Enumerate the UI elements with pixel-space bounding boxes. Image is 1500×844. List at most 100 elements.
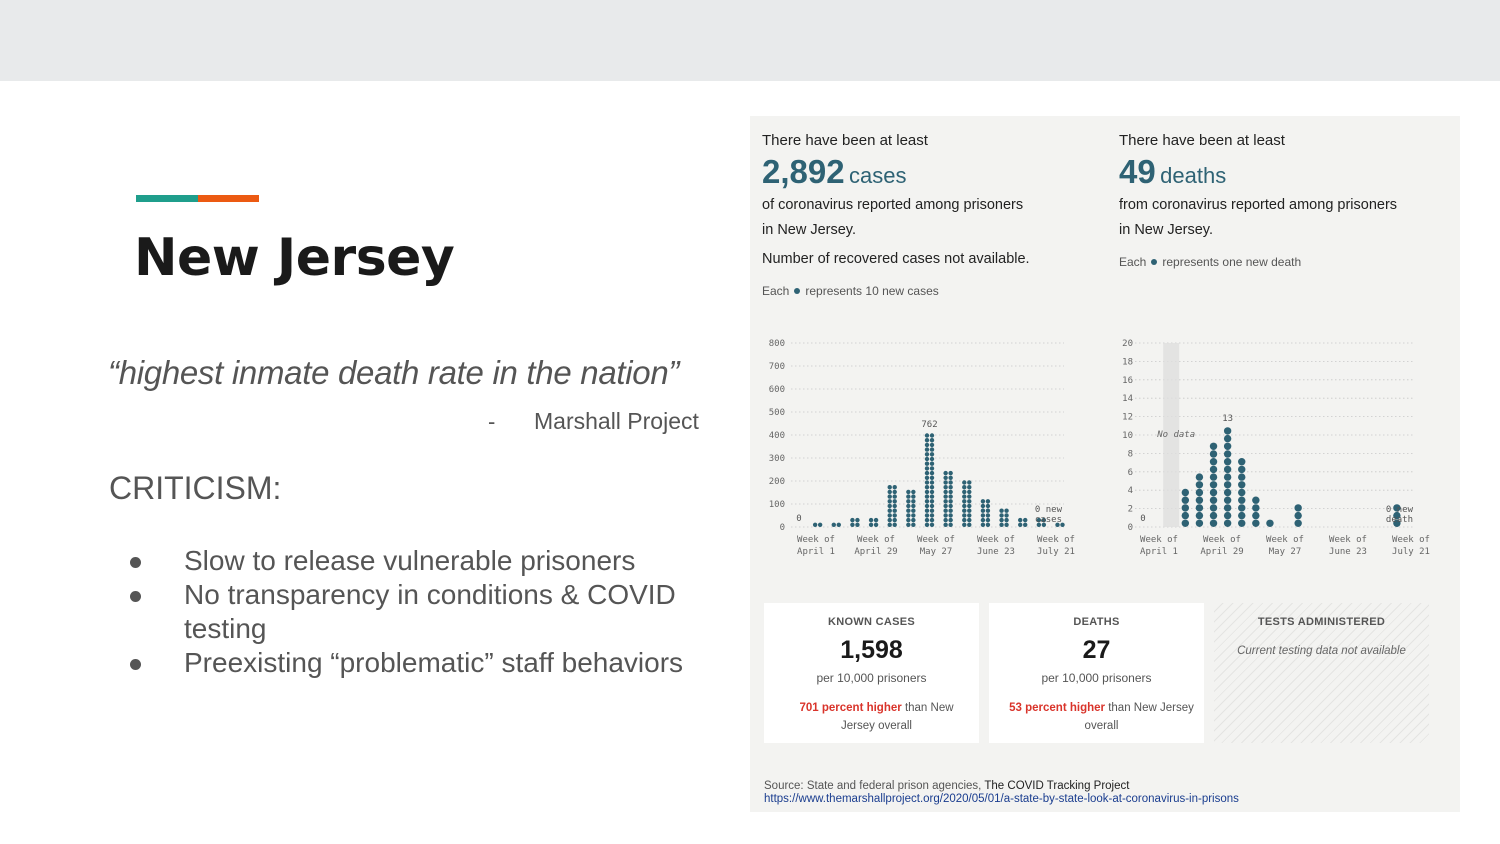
x-tick-label: Week of <box>857 535 895 545</box>
list-item: Slow to release vulnerable prisoners <box>128 544 728 578</box>
data-dot <box>980 522 986 527</box>
data-dot <box>967 522 972 527</box>
data-dot <box>1209 450 1218 458</box>
source-name: The COVID Tracking Project <box>984 780 1130 792</box>
data-dot <box>892 513 897 518</box>
y-tick-label: 0 <box>1128 523 1133 533</box>
source-url[interactable]: https://www.themarshallproject.org/2020/… <box>764 793 1239 805</box>
data-dot <box>948 480 953 485</box>
data-dot <box>924 456 930 462</box>
data-dot <box>924 489 930 495</box>
data-dot <box>850 517 855 523</box>
data-dot <box>1181 519 1190 527</box>
tests-card: TESTS ADMINISTERED Current testing data … <box>1214 603 1429 743</box>
data-dot <box>1036 517 1042 523</box>
y-tick-label: 6 <box>1128 468 1133 478</box>
data-dot <box>929 470 935 476</box>
data-dot <box>1252 496 1260 504</box>
data-dot <box>967 489 972 495</box>
data-dot <box>1209 519 1218 527</box>
data-dot <box>1209 511 1218 520</box>
data-dot <box>948 475 953 480</box>
data-dot <box>1238 511 1246 520</box>
data-dot <box>1223 519 1232 527</box>
data-dot <box>924 522 930 527</box>
data-dot <box>831 522 836 527</box>
x-tick-label: May 27 <box>920 547 953 557</box>
x-tick-label: Week of <box>1329 535 1367 545</box>
data-dot <box>929 485 935 490</box>
data-dot <box>1209 473 1218 481</box>
data-dot <box>1195 504 1204 512</box>
end-label: 0 new <box>1386 505 1414 515</box>
data-dot <box>911 522 916 527</box>
x-tick-label: April 29 <box>854 547 897 557</box>
card-label: DEATHS <box>1073 616 1120 628</box>
bullet-text: Preexisting “problematic” staff behavior… <box>184 647 684 678</box>
data-dot <box>962 517 967 523</box>
list-item: No transparency in conditions & COVID te… <box>128 578 728 646</box>
data-dot <box>906 494 911 499</box>
data-dot <box>911 499 916 504</box>
data-dot <box>985 513 991 518</box>
y-tick-label: 2 <box>1128 505 1133 515</box>
cases-line3: Number of recovered cases not available. <box>762 251 1030 267</box>
data-dot <box>1223 511 1232 520</box>
data-dot <box>924 433 930 438</box>
x-tick-label: Week of <box>797 535 835 545</box>
card-subtitle: per 10,000 prisoners <box>816 671 927 685</box>
data-dot <box>1223 442 1232 450</box>
data-dot <box>911 503 916 509</box>
data-dot <box>906 489 911 495</box>
data-dot <box>929 461 935 466</box>
data-dot <box>943 522 948 527</box>
data-dot <box>924 447 930 452</box>
data-dot <box>967 480 972 485</box>
data-dot <box>1209 504 1218 512</box>
data-dot <box>1181 504 1190 512</box>
data-dot <box>850 522 855 527</box>
data-dot <box>924 461 930 466</box>
data-dot <box>887 503 892 509</box>
data-dot <box>1004 517 1009 523</box>
data-dot <box>929 433 935 438</box>
data-dot <box>906 499 911 504</box>
card-label: TESTS ADMINISTERED <box>1257 616 1386 628</box>
deaths-number: 49 <box>1119 153 1156 190</box>
data-dot <box>924 499 930 504</box>
card-comparison-rest: than New Jersey overall <box>1084 702 1194 732</box>
deaths-unit: deaths <box>1160 163 1227 188</box>
cases-legend: Each represents 10 new cases <box>762 284 939 298</box>
data-dot <box>1238 496 1246 504</box>
source-prefix: Source: State and federal prison agencie… <box>764 780 982 792</box>
data-dot <box>1018 517 1023 523</box>
data-dot <box>868 517 874 523</box>
data-dot <box>1036 522 1042 527</box>
data-dot <box>1195 511 1204 520</box>
data-dot <box>1238 519 1246 527</box>
data-dot <box>1238 458 1246 466</box>
data-dot <box>1195 473 1204 481</box>
x-tick-label: Week of <box>1037 535 1075 545</box>
data-dot <box>1018 522 1023 527</box>
cases-unit: cases <box>849 163 907 188</box>
data-dot <box>812 522 818 527</box>
deaths-card: DEATHS 27 per 10,000 prisoners 53 percen… <box>989 603 1204 743</box>
card-value: 1,598 <box>840 636 903 664</box>
data-dot <box>1294 504 1302 512</box>
data-dot <box>892 499 897 504</box>
accent-bar-teal <box>136 195 198 202</box>
data-dot <box>855 522 860 527</box>
x-tick-label: Week of <box>1140 535 1178 545</box>
accent-bar-orange <box>198 195 259 202</box>
quote: “highest inmate death rate in the nation… <box>108 354 680 391</box>
y-tick-label: 500 <box>769 408 785 418</box>
data-dot <box>929 447 935 452</box>
data-dot <box>892 485 897 490</box>
data-dot <box>929 442 935 448</box>
data-dot <box>924 485 930 490</box>
data-dot <box>1294 511 1302 520</box>
cases-intro: There have been at least <box>762 132 928 149</box>
